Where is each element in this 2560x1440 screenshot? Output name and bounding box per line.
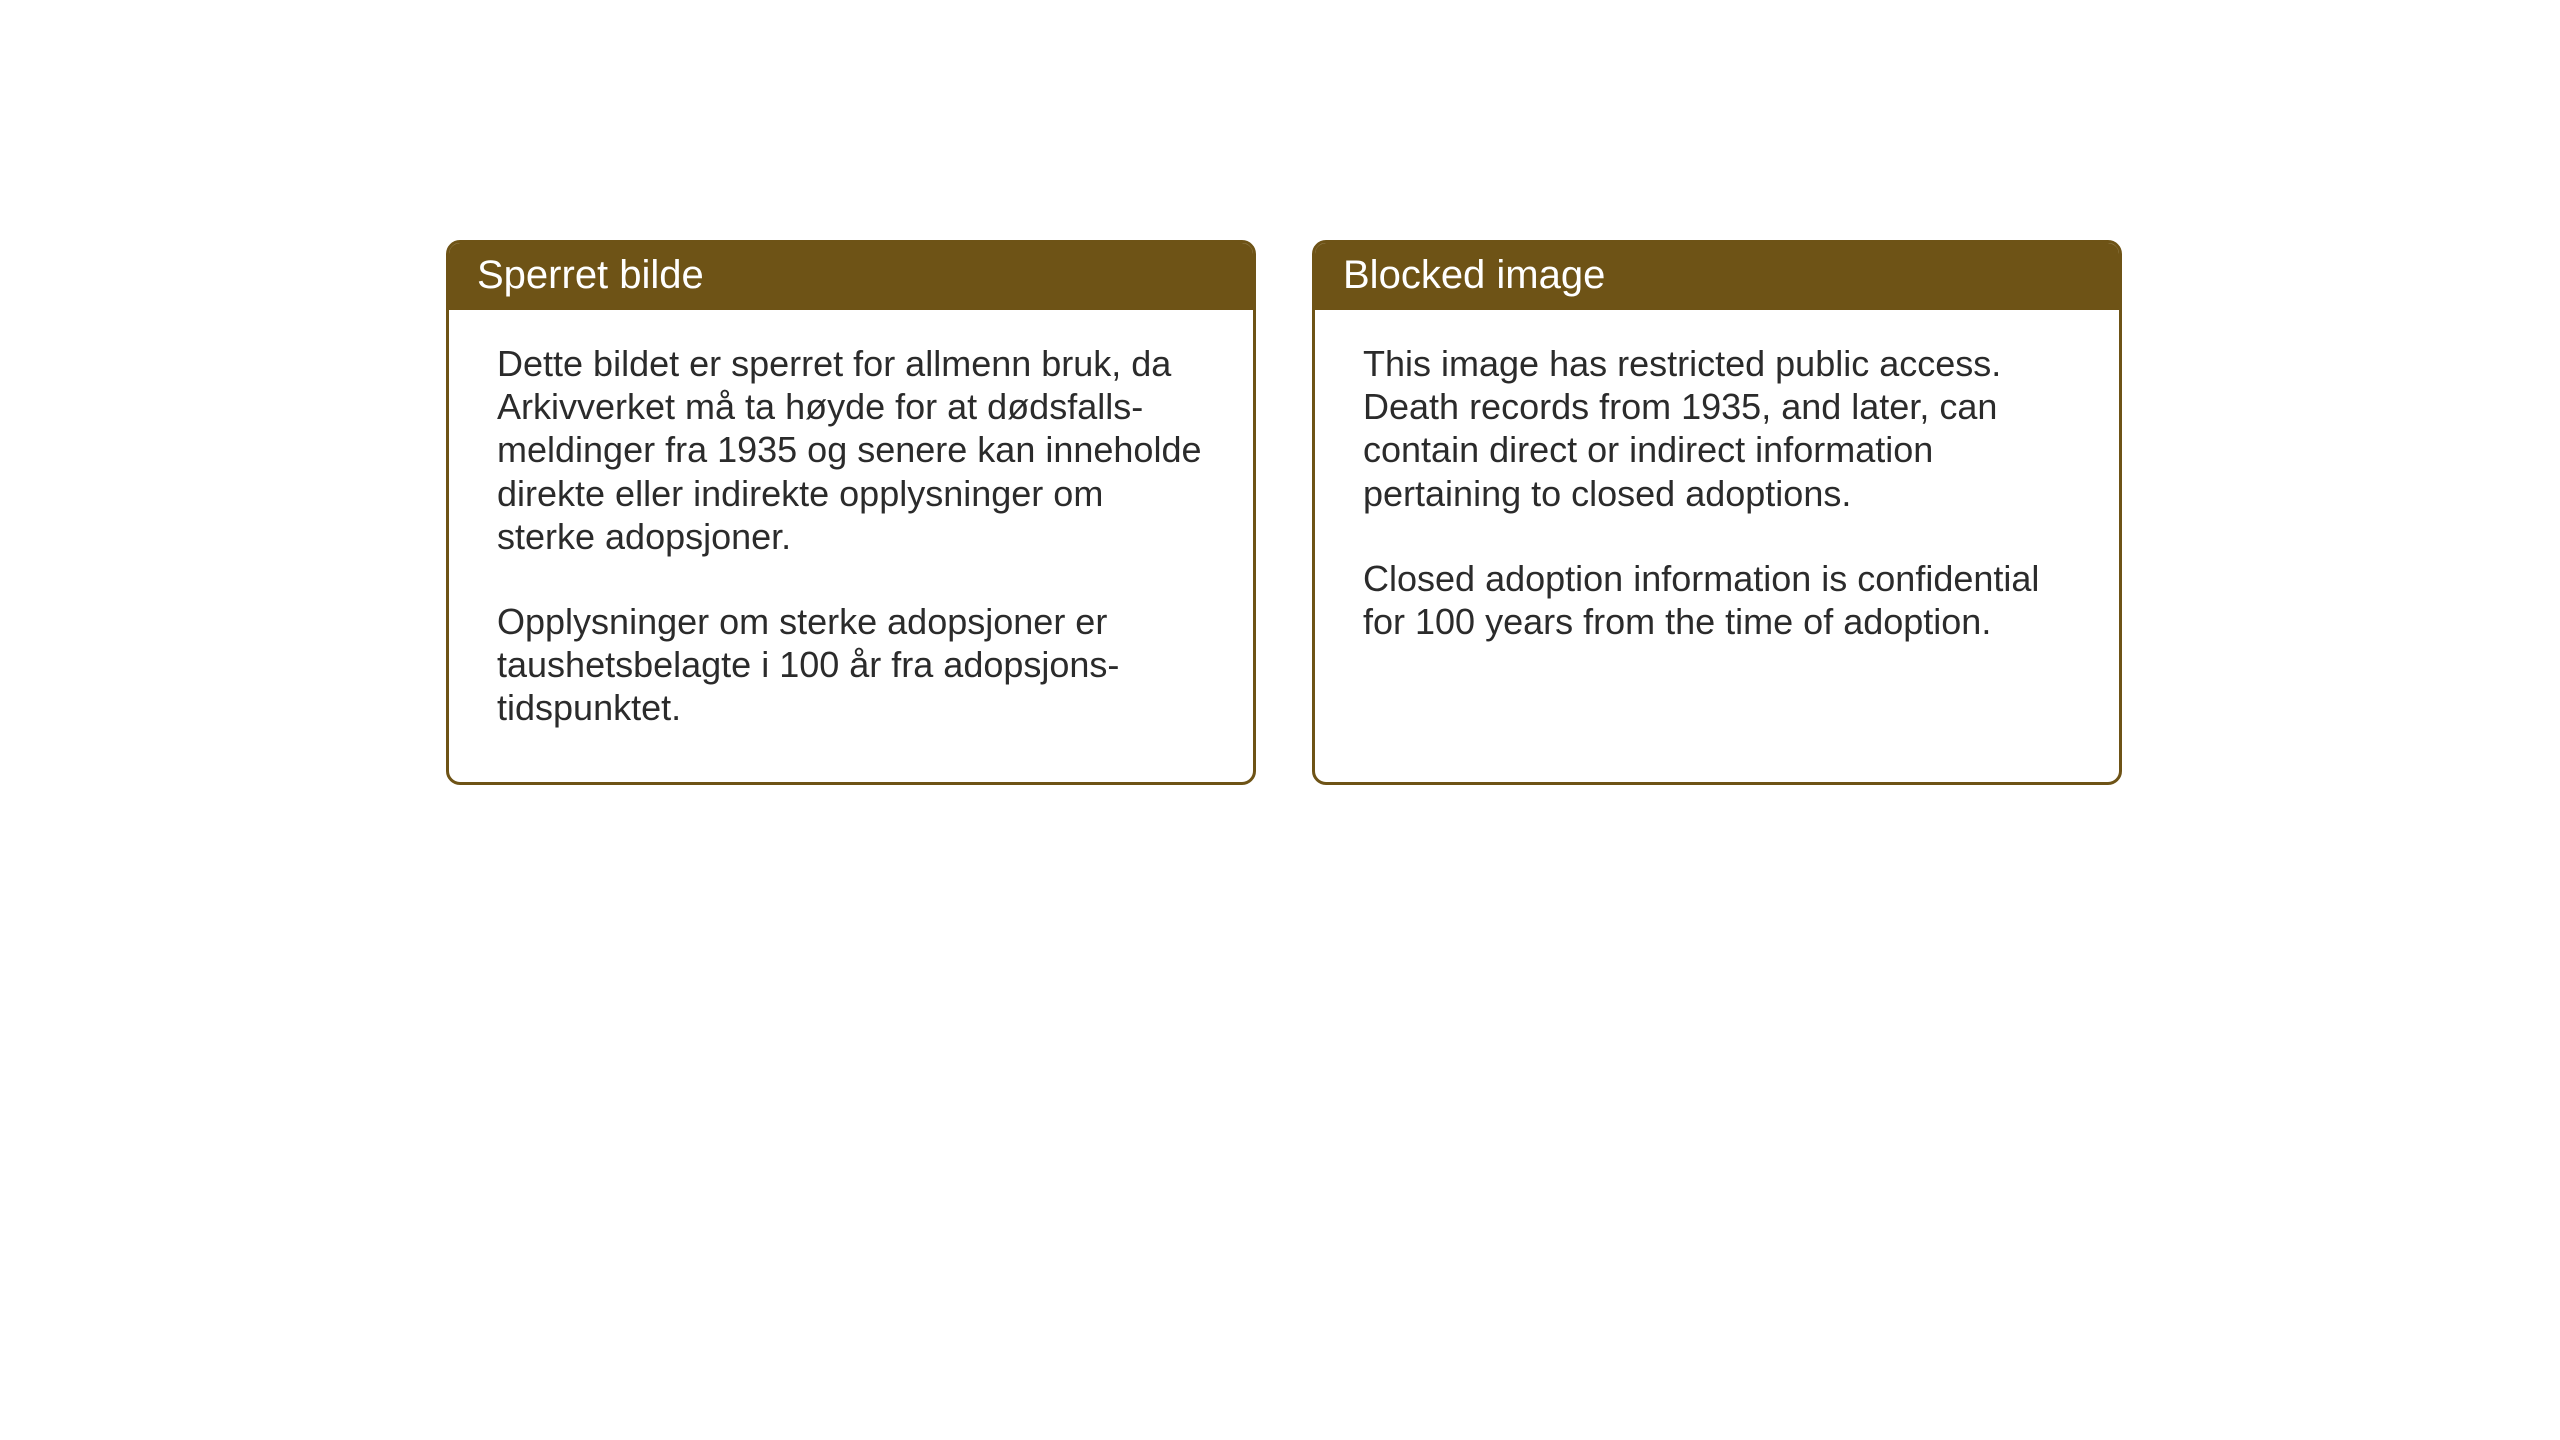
card-header-norwegian: Sperret bilde bbox=[449, 243, 1253, 310]
card-paragraph-1-norwegian: Dette bildet er sperret for allmenn bruk… bbox=[497, 342, 1205, 558]
card-body-norwegian: Dette bildet er sperret for allmenn bruk… bbox=[449, 310, 1253, 782]
card-paragraph-1-english: This image has restricted public access.… bbox=[1363, 342, 2071, 515]
card-header-english: Blocked image bbox=[1315, 243, 2119, 310]
card-norwegian: Sperret bilde Dette bildet er sperret fo… bbox=[446, 240, 1256, 785]
card-title-norwegian: Sperret bilde bbox=[477, 253, 704, 297]
card-paragraph-2-norwegian: Opplysninger om sterke adopsjoner er tau… bbox=[497, 600, 1205, 730]
card-title-english: Blocked image bbox=[1343, 253, 1605, 297]
card-english: Blocked image This image has restricted … bbox=[1312, 240, 2122, 785]
cards-container: Sperret bilde Dette bildet er sperret fo… bbox=[446, 240, 2122, 785]
card-body-english: This image has restricted public access.… bbox=[1315, 310, 2119, 695]
card-paragraph-2-english: Closed adoption information is confident… bbox=[1363, 557, 2071, 643]
